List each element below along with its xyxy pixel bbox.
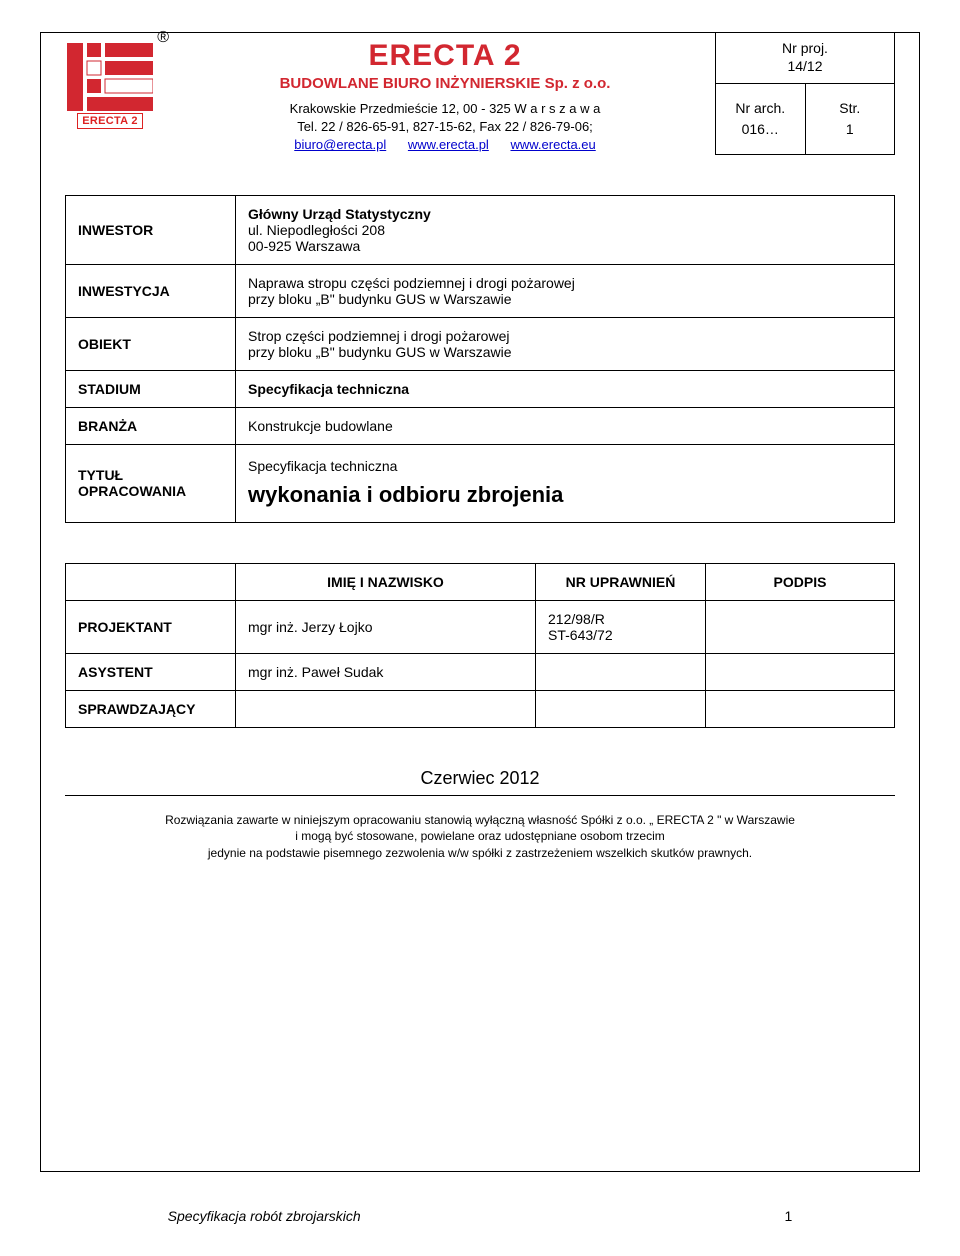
projektant-sign xyxy=(706,601,895,654)
tytul-label-l2: OPRACOWANIA xyxy=(78,483,186,499)
page-frame: ® ERECTA 2 ERECTA 2 BUDOWLANE BIURO INŻY… xyxy=(40,32,920,1172)
table-row: STADIUM Specyfikacja techniczna xyxy=(66,370,895,407)
spr-upr xyxy=(536,691,706,728)
footer: Specyfikacja robót zbrojarskich 1 xyxy=(40,1208,920,1224)
table-row: ASYSTENT mgr inż. Paweł Sudak xyxy=(66,654,895,691)
projektant-upr-l2: ST-643/72 xyxy=(548,627,613,643)
stadium-label: STADIUM xyxy=(66,370,236,407)
site1-link[interactable]: www.erecta.pl xyxy=(408,137,489,152)
spr-sign xyxy=(706,691,895,728)
table-row: TYTUŁ OPRACOWANIA Specyfikacja techniczn… xyxy=(66,444,895,523)
table-row: SPRAWDZAJĄCY xyxy=(66,691,895,728)
arch-value: 016… xyxy=(720,119,801,140)
meta-bottom-row: Nr arch. 016… Str. 1 xyxy=(715,84,895,154)
asystent-label: ASYSTENT xyxy=(66,654,236,691)
page-value: 1 xyxy=(810,119,891,140)
info-table: INWESTOR Główny Urząd Statystyczny ul. N… xyxy=(65,195,895,524)
company-cell: ERECTA 2 BUDOWLANE BIURO INŻYNIERSKIE Sp… xyxy=(175,33,715,155)
proj-value: 14/12 xyxy=(720,57,890,75)
asystent-upr xyxy=(536,654,706,691)
arch-label: Nr arch. xyxy=(720,98,801,119)
logo-caption: ERECTA 2 xyxy=(77,113,143,129)
projektant-upr-l1: 212/98/R xyxy=(548,611,605,627)
obiekt-l1: Strop części podziemnej i drogi pożarowe… xyxy=(248,328,509,344)
meta-proj-box: Nr proj. 14/12 xyxy=(715,33,895,84)
company-address: Krakowskie Przedmieście 12, 00 - 325 W a… xyxy=(179,100,711,155)
proj-label: Nr proj. xyxy=(720,39,890,57)
projektant-label: PROJEKTANT xyxy=(66,601,236,654)
col-sign-header: PODPIS xyxy=(706,564,895,601)
table-row: BRANŻA Konstrukcje budowlane xyxy=(66,407,895,444)
branza-value: Konstrukcje budowlane xyxy=(236,407,895,444)
signatures-table: IMIĘ I NAZWISKO NR UPRAWNIEŃ PODPIS PROJ… xyxy=(65,563,895,728)
inwestor-l1: Główny Urząd Statystyczny xyxy=(248,206,431,222)
inwestor-value: Główny Urząd Statystyczny ul. Niepodległ… xyxy=(236,195,895,264)
divider xyxy=(65,795,895,796)
address-line-3: biuro@erecta.pl www.erecta.pl www.erecta… xyxy=(179,136,711,154)
tytul-l1: Specyfikacja techniczna xyxy=(248,458,397,474)
table-row: IMIĘ I NAZWISKO NR UPRAWNIEŃ PODPIS xyxy=(66,564,895,601)
logo-cell: ® ERECTA 2 xyxy=(65,33,175,155)
company-subtitle: BUDOWLANE BIURO INŻYNIERSKIE Sp. z o.o. xyxy=(179,75,711,92)
logo-box: ERECTA 2 xyxy=(65,39,155,129)
col-name-header: IMIĘ I NAZWISKO xyxy=(236,564,536,601)
table-row: INWESTYCJA Naprawa stropu części podziem… xyxy=(66,264,895,317)
legal-l3: jedynie na podstawie pisemnego zezwoleni… xyxy=(208,846,752,860)
erecta-logo-icon xyxy=(67,43,153,111)
asystent-sign xyxy=(706,654,895,691)
inwestycja-label: INWESTYCJA xyxy=(66,264,236,317)
address-line-1: Krakowskie Przedmieście 12, 00 - 325 W a… xyxy=(179,100,711,118)
date-line: Czerwiec 2012 xyxy=(65,768,895,789)
page-label: Str. xyxy=(810,98,891,119)
col-upr-header: NR UPRAWNIEŃ xyxy=(536,564,706,601)
meta-cell: Nr proj. 14/12 Nr arch. 016… Str. 1 xyxy=(715,33,895,155)
projektant-upr: 212/98/R ST-643/72 xyxy=(536,601,706,654)
site2-link[interactable]: www.erecta.eu xyxy=(510,137,595,152)
inwestycja-l1: Naprawa stropu części podziemnej i drogi… xyxy=(248,275,575,291)
table-row: PROJEKTANT mgr inż. Jerzy Łojko 212/98/R… xyxy=(66,601,895,654)
stadium-text: Specyfikacja techniczna xyxy=(248,381,409,397)
branza-label: BRANŻA xyxy=(66,407,236,444)
projektant-name: mgr inż. Jerzy Łojko xyxy=(236,601,536,654)
inwestor-l2: ul. Niepodległości 208 xyxy=(248,222,385,238)
tytul-label-l1: TYTUŁ xyxy=(78,467,123,483)
tytul-l2: wykonania i odbioru zbrojenia xyxy=(248,482,563,507)
meta-page-box: Str. 1 xyxy=(806,84,895,153)
obiekt-label: OBIEKT xyxy=(66,317,236,370)
empty-header xyxy=(66,564,236,601)
spr-name xyxy=(236,691,536,728)
footer-title: Specyfikacja robót zbrojarskich xyxy=(168,1208,361,1224)
spr-label: SPRAWDZAJĄCY xyxy=(66,691,236,728)
inwestor-l3: 00-925 Warszawa xyxy=(248,238,360,254)
stadium-value: Specyfikacja techniczna xyxy=(236,370,895,407)
company-name: ERECTA 2 xyxy=(179,39,711,73)
inwestycja-l2: przy bloku „B" budynku GUS w Warszawie xyxy=(248,291,512,307)
legal-l2: i mogą być stosowane, powielane oraz udo… xyxy=(295,829,665,843)
email-link[interactable]: biuro@erecta.pl xyxy=(294,137,386,152)
address-line-2: Tel. 22 / 826-65-91, 827-15-62, Fax 22 /… xyxy=(179,118,711,136)
legal-text: Rozwiązania zawarte w niniejszym opracow… xyxy=(65,812,895,861)
header-row: ® ERECTA 2 ERECTA 2 BUDOWLANE BIURO INŻY… xyxy=(65,33,895,155)
obiekt-value: Strop części podziemnej i drogi pożarowe… xyxy=(236,317,895,370)
meta-arch-box: Nr arch. 016… xyxy=(716,84,806,153)
tytul-value: Specyfikacja techniczna wykonania i odbi… xyxy=(236,444,895,523)
inwestor-label: INWESTOR xyxy=(66,195,236,264)
table-row: OBIEKT Strop części podziemnej i drogi p… xyxy=(66,317,895,370)
registered-mark: ® xyxy=(157,29,169,47)
tytul-label: TYTUŁ OPRACOWANIA xyxy=(66,444,236,523)
asystent-name: mgr inż. Paweł Sudak xyxy=(236,654,536,691)
table-row: INWESTOR Główny Urząd Statystyczny ul. N… xyxy=(66,195,895,264)
inwestycja-value: Naprawa stropu części podziemnej i drogi… xyxy=(236,264,895,317)
obiekt-l2: przy bloku „B" budynku GUS w Warszawie xyxy=(248,344,512,360)
legal-l1: Rozwiązania zawarte w niniejszym opracow… xyxy=(165,813,795,827)
footer-page: 1 xyxy=(785,1208,793,1224)
